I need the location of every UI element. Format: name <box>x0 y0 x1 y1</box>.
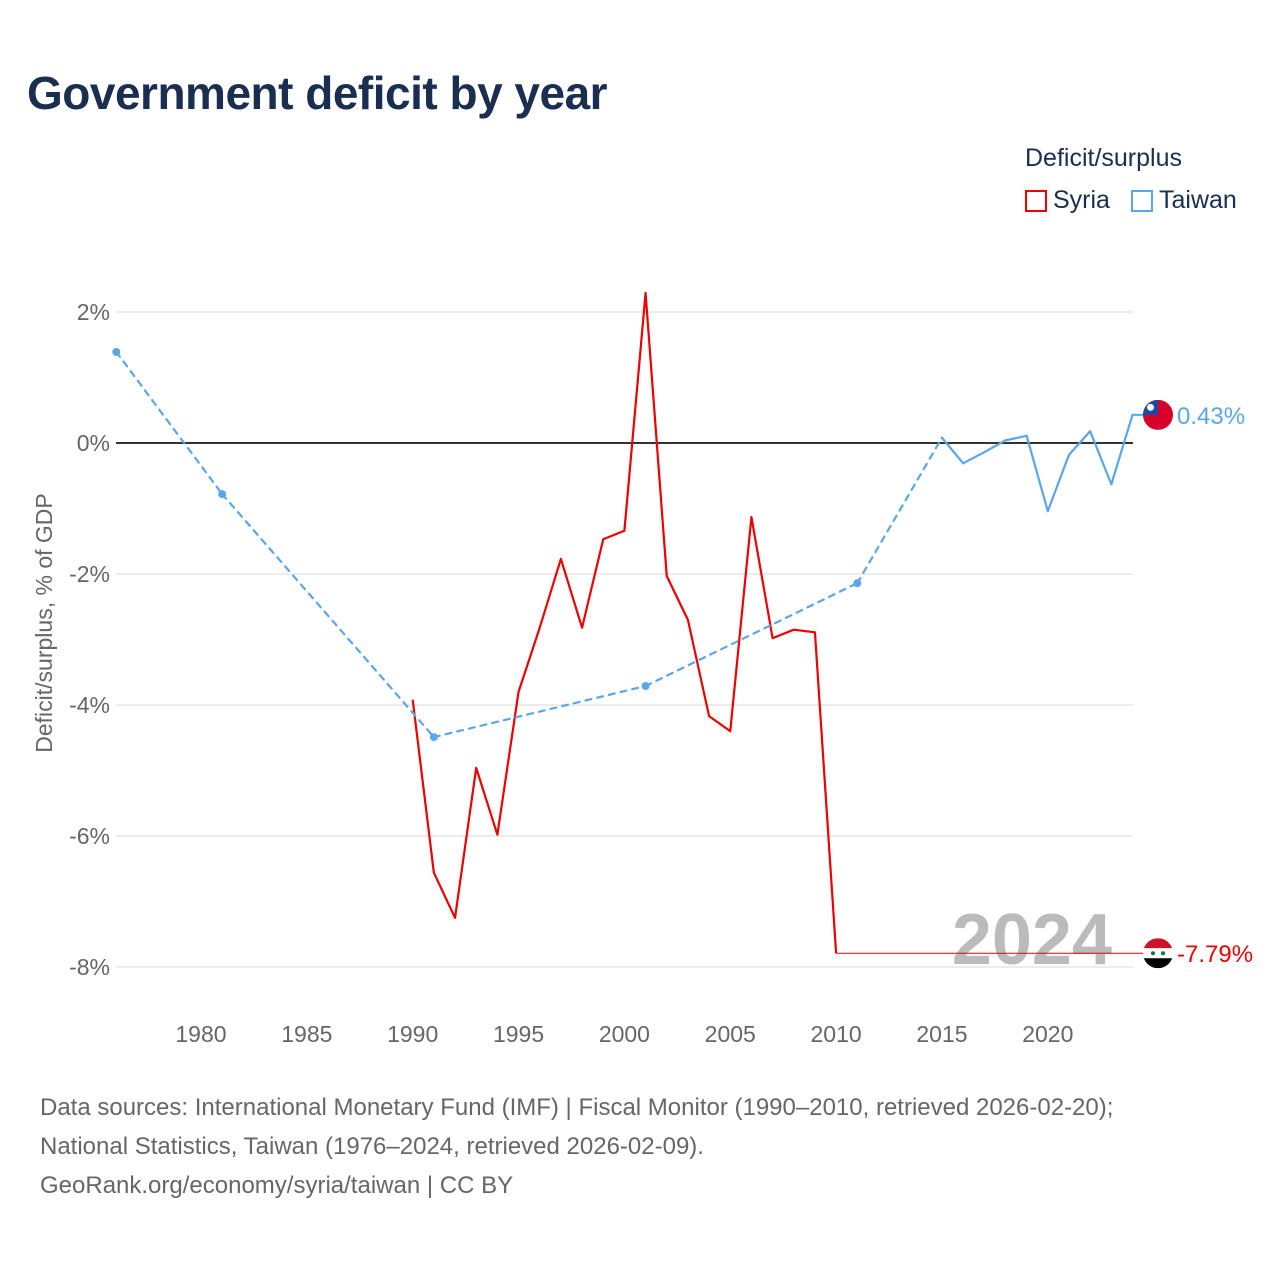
series-segment-taiwan <box>221 492 435 739</box>
series-segment-taiwan <box>644 582 859 688</box>
series-segment-taiwan <box>1004 434 1028 442</box>
series-segment-taiwan <box>1067 430 1092 456</box>
series-segment-taiwan <box>1025 434 1049 513</box>
source-line: Data sources: International Monetary Fun… <box>40 1094 1114 1121</box>
y-tick-label: 2% <box>77 299 110 325</box>
y-tick-label: -6% <box>69 823 110 849</box>
end-label-taiwan: 0.43% <box>1177 403 1245 430</box>
series-segment-taiwan <box>940 436 965 465</box>
y-tick-label: -2% <box>69 561 110 587</box>
x-tick-label: 1990 <box>387 1021 438 1047</box>
x-tick-label: 2015 <box>916 1021 967 1047</box>
data-point-taiwan <box>853 579 862 588</box>
line-chart: 2% 0% -2% -4% -6% -8% 1980 1985 1990 1995 2000 2005… <box>31 291 1253 1047</box>
x-tick-label: 2010 <box>811 1021 862 1047</box>
end-label-syria: -7.79% <box>1177 941 1253 968</box>
data-point-taiwan <box>218 490 227 499</box>
data-point-taiwan <box>641 682 650 691</box>
y-tick-label: -4% <box>69 692 110 718</box>
chart-title: Government deficit by year <box>27 67 608 119</box>
x-tick-label: 2005 <box>705 1021 756 1047</box>
x-tick-label: 2000 <box>599 1021 650 1047</box>
x-tick-label: 1995 <box>493 1021 544 1047</box>
attribution-link[interactable]: GeoRank.org/economy/syria/taiwan | CC BY <box>40 1172 514 1199</box>
x-tick-label: 1985 <box>281 1021 332 1047</box>
legend-swatch-taiwan <box>1131 189 1153 212</box>
series-segment-taiwan <box>856 436 944 585</box>
series-segment-taiwan <box>432 684 647 739</box>
source-line: National Statistics, Taiwan (1976–2024, … <box>40 1133 704 1160</box>
series-segment-taiwan <box>983 439 1007 454</box>
series-line-syria <box>411 291 838 954</box>
syria-flag-icon <box>1143 938 1173 969</box>
legend-swatch-syria <box>1025 189 1047 212</box>
taiwan-flag-icon <box>1143 399 1173 430</box>
y-tick-label: 0% <box>77 430 110 456</box>
legend-item-taiwan[interactable]: Taiwan <box>1131 186 1237 215</box>
series-segment-taiwan <box>962 451 986 465</box>
y-axis-label: Deficit/surplus, % of GDP <box>31 493 57 752</box>
x-tick-label: 1980 <box>175 1021 226 1047</box>
series-segment-taiwan <box>1110 413 1134 486</box>
series-segment-taiwan <box>1089 430 1113 486</box>
legend-label: Taiwan <box>1159 186 1237 214</box>
footer: Data sources: International Monetary Fun… <box>40 1088 1113 1205</box>
legend-item-syria[interactable]: Syria <box>1025 186 1110 215</box>
series-segment-taiwan <box>1046 453 1071 513</box>
data-point-taiwan <box>429 733 438 742</box>
legend-label: Syria <box>1053 186 1110 214</box>
x-tick-label: 2020 <box>1022 1021 1073 1047</box>
y-tick-label: -8% <box>69 954 110 980</box>
series-segment-taiwan <box>115 350 224 496</box>
legend-title: Deficit/surplus <box>1025 144 1182 172</box>
data-point-taiwan <box>112 347 121 356</box>
year-watermark: 2024 <box>952 900 1112 980</box>
